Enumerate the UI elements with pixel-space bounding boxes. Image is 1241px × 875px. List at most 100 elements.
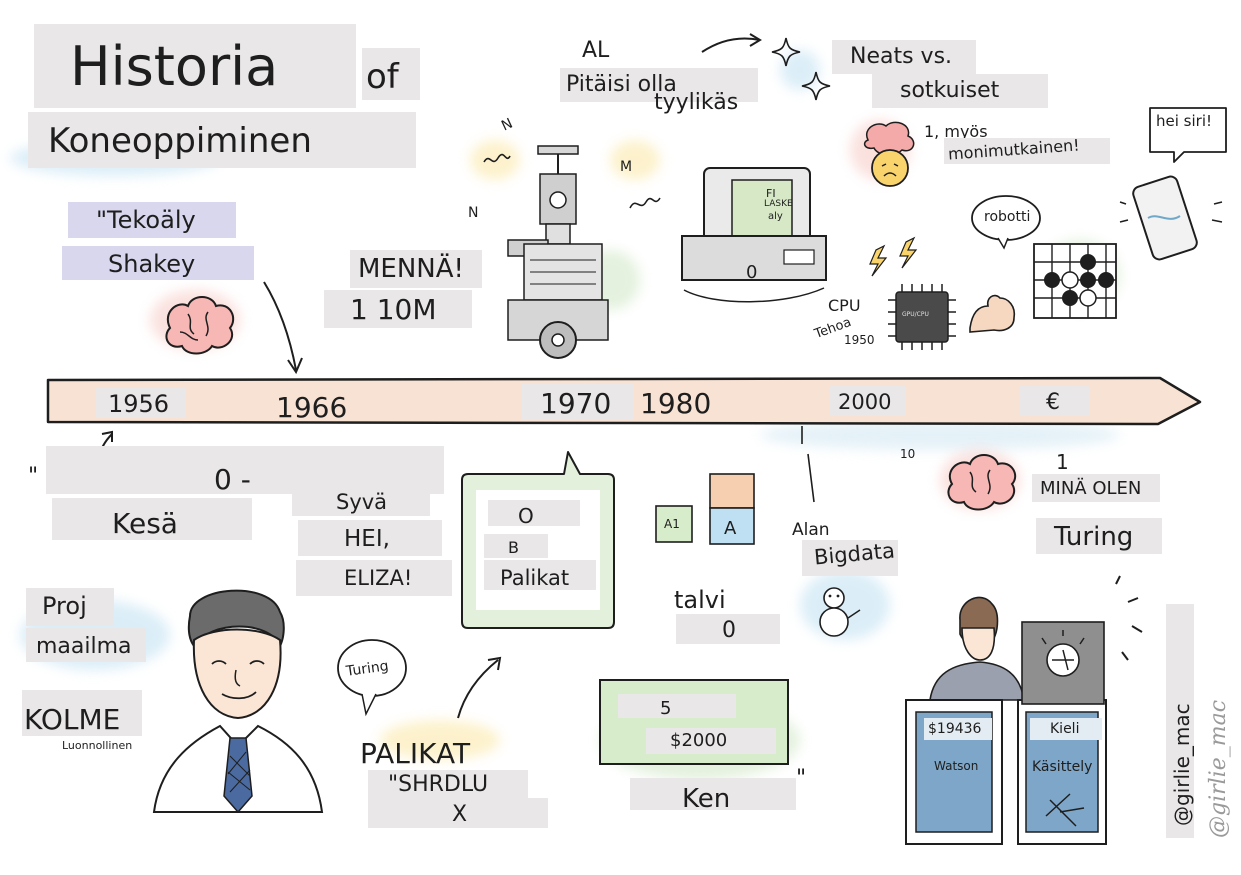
toy-blocks-icon (655, 473, 755, 545)
label-backdrop (646, 728, 776, 754)
cpu-chip-icon (888, 284, 956, 350)
label-backdrop (26, 628, 146, 662)
label-backdrop (802, 540, 898, 576)
label-luonnollinen: Luonnollinen (62, 739, 133, 752)
label-proj: Proj (42, 592, 87, 620)
label-backdrop (1036, 518, 1162, 554)
sparkle-icon (771, 37, 831, 101)
arrow-icon (457, 656, 502, 719)
watercolor-wash (380, 720, 500, 760)
label-backdrop (296, 560, 452, 596)
phone-icon (1119, 175, 1223, 261)
label-mina-olen: MINÄ OLEN (1040, 478, 1142, 499)
speech-bubble (1149, 107, 1227, 163)
label-backdrop (22, 690, 142, 736)
watercolor-wash (780, 50, 820, 90)
credit-backdrop (1166, 604, 1194, 838)
timeline-year-1980: 1980 (640, 387, 712, 420)
label-myos: 1, myös (924, 122, 988, 141)
tag-backdrop (62, 246, 254, 280)
label-backdrop (944, 138, 1110, 164)
watercolor-wash (470, 140, 520, 180)
title-backdrop (34, 24, 356, 108)
label-kolme: KOLME (24, 703, 121, 736)
label-backdrop (26, 588, 114, 626)
snowman-icon (819, 587, 861, 637)
label-maailma: maailma (36, 634, 132, 659)
label-z-n2: N (468, 205, 479, 221)
computer-icon (681, 167, 827, 303)
label-backdrop (488, 500, 580, 526)
label-palikat: PALIKAT (360, 737, 471, 770)
watson-avatar-icon (1021, 621, 1105, 705)
prize-panel (599, 679, 789, 765)
label-ken: Ken (682, 784, 731, 814)
label-backdrop (350, 250, 482, 288)
label-backdrop (872, 74, 1048, 108)
label-alan: Alan (792, 520, 830, 540)
label-backdrop (484, 560, 596, 590)
zigzag-icon (483, 153, 661, 209)
arrow-icon (263, 281, 303, 375)
speech-bubble (337, 639, 407, 717)
label-five: 5 (660, 698, 672, 719)
block-a: A (724, 518, 737, 539)
label-ten: 10 (900, 447, 916, 461)
block-a1: A1 (664, 517, 680, 531)
label-backdrop (368, 798, 548, 828)
tag-backdrop (68, 202, 236, 238)
computer-zero: 0 (746, 262, 758, 283)
flexed-arm-icon (969, 294, 1016, 333)
year-backdrop (830, 386, 906, 416)
label-sotkuiset: sotkuiset (900, 78, 1000, 103)
page-title: Historia (70, 35, 279, 98)
label-backdrop (368, 770, 528, 800)
label-x: X (452, 802, 468, 827)
author-handle: @girlie_mac (1170, 703, 1194, 826)
label-backdrop (832, 40, 976, 74)
label-turing-right: Turing (1054, 522, 1134, 552)
divider-line (801, 426, 815, 503)
podium-left-amount: $19436 (928, 721, 982, 737)
label-backdrop (1032, 474, 1160, 502)
label-talvi-zero: 0 (722, 618, 736, 643)
brain-icon (947, 454, 1017, 511)
label-prize: $2000 (670, 730, 728, 751)
sparkle-icon (1115, 575, 1143, 661)
brain-icon (165, 296, 235, 355)
podium-right-line1: Kieli (1050, 721, 1080, 737)
label-neats: Neats vs. (850, 44, 953, 69)
speech-bubble (971, 195, 1041, 250)
year-backdrop (1020, 386, 1090, 416)
timeline-year-1970: 1970 (540, 387, 612, 420)
label-z-m: M (620, 159, 633, 175)
chip-text: GPU/CPU (902, 311, 929, 318)
label-backdrop (324, 290, 472, 328)
arrow-icon (701, 33, 762, 53)
timeline-year-1966: 1966 (276, 391, 348, 424)
subtitle-backdrop (28, 112, 416, 168)
label-menna: MENNÄ! (358, 254, 464, 284)
podium-left-name: Watson (934, 759, 979, 773)
label-backdrop (52, 498, 252, 540)
label-quote-mark: " (28, 464, 39, 489)
timeline-year-2000: 2000 (838, 390, 892, 414)
label-hei-siri: hei siri! (1156, 112, 1213, 130)
robot-shakey-icon (507, 145, 609, 359)
label-robotti: robotti (984, 209, 1031, 225)
lightning-icon (869, 236, 918, 277)
person-portrait-icon (152, 589, 324, 814)
label-pitaisi: Pitäisi olla (566, 72, 677, 97)
label-backdrop (618, 694, 736, 718)
label-cpu: CPU (828, 296, 861, 315)
label-backdrop (1030, 718, 1102, 740)
label-b: B (508, 538, 519, 557)
author-signature: @girlie_mac (1206, 699, 1231, 838)
label-backdrop (676, 614, 780, 644)
exploding-head-icon (863, 121, 915, 187)
label-shakey: Shakey (108, 250, 196, 278)
label-shrdlu: "SHRDLU (388, 772, 489, 797)
label-talvi: talvi (674, 586, 726, 614)
label-hei: HEI, (344, 526, 390, 552)
label-palikat-box: Palikat (500, 566, 570, 590)
